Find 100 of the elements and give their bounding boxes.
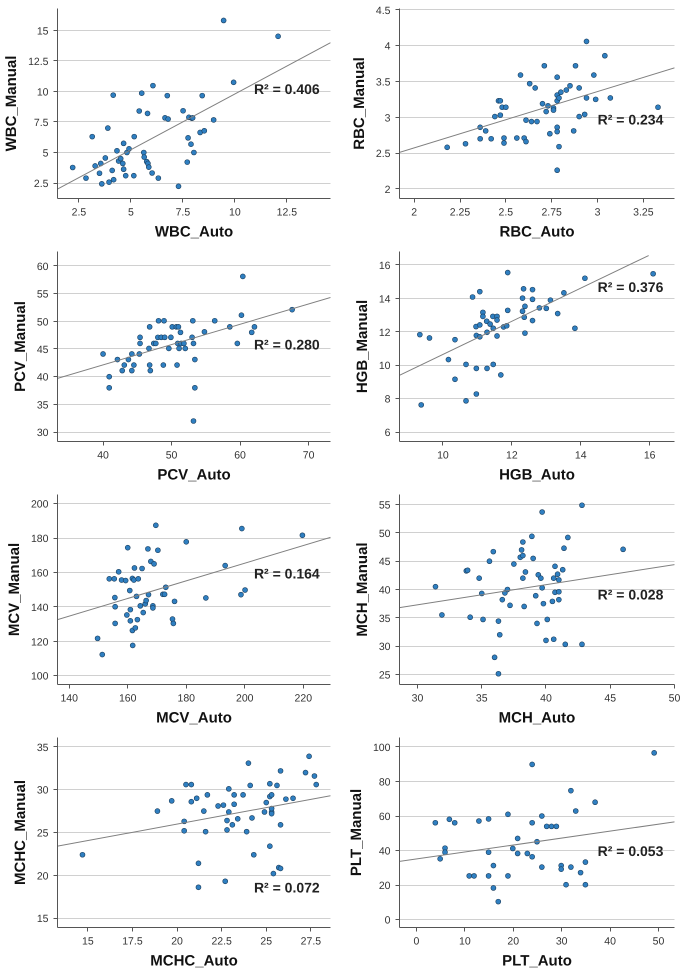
y-tick-label: 80 [378, 776, 391, 789]
x-tick-label: 180 [177, 692, 196, 704]
y-tick-label: 60 [36, 260, 49, 273]
x-tick-label: 35 [476, 692, 488, 704]
x-tick-label: 30 [412, 692, 424, 704]
y-tick-label: 50 [378, 528, 391, 540]
y-tick-label: 8 [384, 394, 391, 406]
annotation: R² = 0.164 [254, 565, 320, 582]
x-axis-title: PLT_Auto [502, 952, 572, 970]
x-tick-label: 2.75 [541, 206, 562, 218]
x-axis-title: WBC_Auto [154, 224, 234, 240]
y-tick-label: 10 [378, 360, 391, 372]
y-tick-label: 55 [36, 288, 49, 301]
x-tick-label: 50 [166, 450, 178, 462]
y-axis-title: MCHC_Manual [12, 780, 29, 886]
annotation: R² = 0.376 [598, 279, 664, 296]
y-tick-label: 2.5 [34, 178, 49, 190]
annotation: R² = 0.053 [598, 843, 664, 860]
x-tick-label: 40 [604, 936, 616, 948]
y-tick-label: 140 [30, 602, 49, 614]
y-tick-label: 15 [36, 913, 49, 926]
y-tick-label: 4 [384, 40, 391, 53]
x-tick-label: 16 [644, 450, 656, 462]
x-axis-title: PCV_Auto [157, 466, 231, 484]
y-axis-title: MCH_Manual [354, 542, 371, 637]
y-tick-label: 35 [36, 742, 49, 754]
x-tick-label: 15 [82, 936, 94, 948]
x-tick-label: 20 [171, 936, 184, 948]
y-tick-label: 30 [36, 784, 49, 797]
y-tick-label: 45 [36, 344, 49, 356]
x-axis-title: MCH_Auto [498, 710, 576, 726]
y-tick-label: 6 [384, 427, 391, 440]
x-axis-title: MCV_Auto [156, 710, 232, 726]
y-tick-label: 30 [378, 641, 391, 654]
y-tick-label: 5 [42, 147, 49, 160]
y-tick-label: 2.5 [376, 148, 391, 160]
x-tick-label: 17.5 [122, 936, 143, 948]
y-axis-title: MCV_Manual [6, 542, 23, 636]
x-tick-label: 60 [234, 450, 246, 462]
annotation: R² = 0.072 [254, 879, 320, 896]
x-tick-label: 70 [302, 450, 315, 462]
x-tick-label: 140 [60, 692, 78, 704]
x-tick-label: 30 [556, 936, 568, 948]
y-tick-label: 40 [36, 372, 49, 384]
x-tick-label: 12 [506, 450, 518, 462]
y-axis-title: PLT_Manual [348, 788, 365, 876]
y-tick-label: 120 [30, 636, 49, 648]
x-tick-label: 220 [294, 692, 312, 704]
x-tick-label: 40 [540, 692, 552, 704]
y-tick-label: 180 [30, 533, 49, 546]
x-tick-label: 3 [594, 206, 601, 218]
y-tick-label: 2 [384, 184, 391, 196]
y-tick-label: 35 [36, 399, 49, 412]
x-tick-label: 2 [411, 206, 418, 218]
y-tick-label: 3.5 [376, 76, 391, 88]
y-tick-label: 7.5 [34, 116, 49, 129]
y-tick-label: 20 [36, 870, 49, 882]
x-tick-label: 22.5 [211, 936, 232, 948]
y-axis-title: RBC_Manual [350, 57, 368, 150]
y-tick-label: 100 [372, 742, 391, 754]
x-tick-label: 0 [414, 936, 420, 948]
y-tick-label: 160 [30, 567, 49, 580]
x-tick-label: 27.5 [300, 936, 322, 948]
annotation: R² = 0.028 [598, 586, 664, 602]
y-tick-label: 35 [378, 612, 391, 625]
y-tick-label: 25 [36, 828, 49, 840]
y-tick-label: 45 [378, 556, 391, 568]
y-tick-label: 100 [30, 670, 49, 683]
y-tick-label: 12 [378, 326, 391, 339]
y-tick-label: 60 [378, 811, 391, 824]
x-tick-label: 200 [236, 692, 254, 704]
y-tick-label: 40 [378, 846, 391, 858]
y-axis-title: HGB_Manual [354, 300, 371, 394]
x-tick-label: 2.5 [498, 206, 514, 218]
x-tick-label: 7.5 [176, 206, 190, 218]
y-tick-label: 40 [378, 584, 391, 596]
x-tick-label: 10 [437, 450, 449, 462]
y-axis-title: PCV_Manual [12, 301, 29, 392]
y-tick-label: 55 [378, 500, 391, 512]
y-tick-label: 10 [36, 86, 49, 98]
annotation: R² = 0.280 [254, 336, 320, 353]
x-tick-label: 14 [574, 450, 587, 462]
y-tick-label: 4.5 [376, 4, 391, 17]
y-axis-title: WBC_Manual [3, 56, 20, 152]
x-tick-label: 10 [229, 206, 241, 218]
y-tick-label: 12.5 [28, 56, 49, 68]
y-tick-label: 0 [384, 914, 391, 927]
x-tick-label: 2.5 [72, 206, 86, 218]
x-tick-label: 3.25 [633, 206, 654, 218]
y-tick-label: 3 [384, 112, 391, 124]
x-tick-label: 20 [507, 936, 520, 948]
annotation: R² = 0.234 [598, 111, 664, 128]
x-tick-label: 45 [604, 692, 616, 704]
y-tick-label: 50 [36, 316, 49, 328]
x-axis-title: HGB_Auto [499, 466, 575, 484]
x-axis-title: MCHC_Auto [150, 952, 238, 970]
y-tick-label: 25 [378, 669, 391, 682]
x-axis-title: RBC_Auto [500, 224, 575, 240]
x-tick-label: 40 [97, 450, 110, 462]
x-tick-label: 5 [128, 206, 134, 218]
